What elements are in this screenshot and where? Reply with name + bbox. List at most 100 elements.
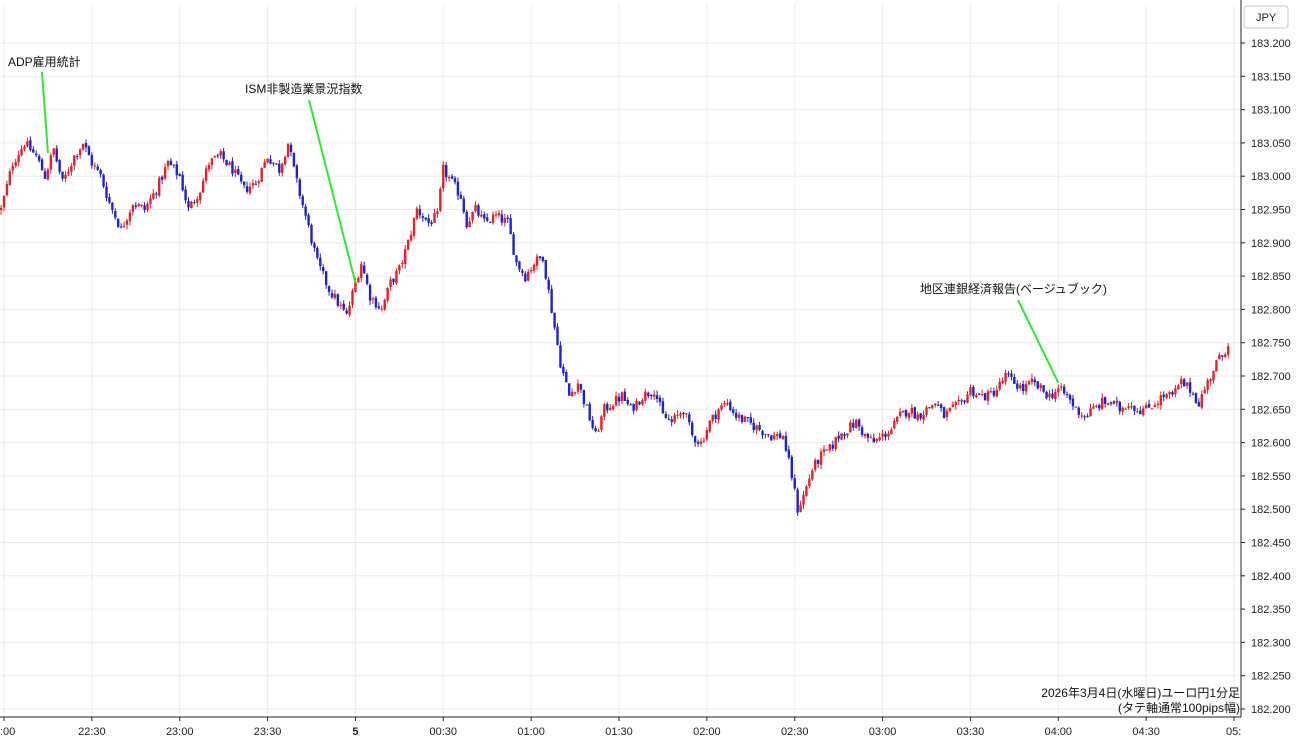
candle-down-body xyxy=(310,224,313,244)
candle-up-body xyxy=(494,214,498,216)
candle-up-body xyxy=(468,221,471,228)
annotation-label: ADP雇用統計 xyxy=(8,54,81,69)
candle-up-body xyxy=(137,204,140,207)
annotation-leader-line xyxy=(308,99,357,284)
candle-down-body xyxy=(837,435,840,439)
candle-down-body xyxy=(770,435,773,441)
x-tick-label: 02:30 xyxy=(781,726,809,738)
candle-up-body xyxy=(1180,379,1183,385)
candle-down-body xyxy=(553,312,556,328)
candle-up-body xyxy=(395,270,398,284)
candle-down-body xyxy=(942,407,946,419)
candle-up-body xyxy=(199,192,202,201)
candle-up-body xyxy=(764,433,767,435)
y-tick-label: 182.450 xyxy=(1251,538,1291,550)
candle-up-body xyxy=(781,436,785,439)
annotation-label: 地区連銀経済報告(ベージュブック) xyxy=(920,281,1107,296)
chart-caption: 2026年3月4日(水曜日)ユーロ円1分足 (タテ軸通常100pips幅) xyxy=(1041,686,1240,715)
candle-up-body xyxy=(679,413,682,416)
candle-down-body xyxy=(304,206,307,216)
candle-up-body xyxy=(673,415,676,423)
candle-up-body xyxy=(597,430,600,432)
candle-down-body xyxy=(99,169,102,175)
candle-up-body xyxy=(196,199,199,203)
candle-up-body xyxy=(819,451,823,465)
candle-up-body xyxy=(46,169,50,180)
candle-down-body xyxy=(342,303,345,310)
y-tick-label: 182.550 xyxy=(1251,471,1291,483)
candle-down-body xyxy=(1045,391,1048,399)
y-tick-label: 183.000 xyxy=(1251,171,1291,183)
candle-down-body xyxy=(647,392,650,397)
candle-down-body xyxy=(1115,401,1119,403)
candle-down-body xyxy=(488,221,492,223)
candle-down-body xyxy=(87,146,91,156)
x-tick-label: 00:30 xyxy=(430,726,458,738)
candle-up-body xyxy=(1121,407,1124,412)
candle-up-body xyxy=(931,405,934,409)
candle-down-body xyxy=(307,214,310,226)
candle-down-body xyxy=(462,198,465,212)
candle-up-body xyxy=(348,305,351,315)
candle-down-body xyxy=(778,433,782,439)
candle-up-body xyxy=(1150,408,1154,410)
candle-up-body xyxy=(389,279,392,288)
candle-up-body xyxy=(811,470,814,480)
candle-down-body xyxy=(363,265,366,274)
candle-down-body xyxy=(58,159,61,172)
candle-down-body xyxy=(960,400,963,402)
candle-down-body xyxy=(365,274,369,284)
candle-down-body xyxy=(919,413,922,419)
y-tick-label: 182.950 xyxy=(1251,205,1291,217)
candle-down-body xyxy=(1083,416,1086,418)
candle-down-body xyxy=(96,166,99,170)
candle-up-body xyxy=(676,414,679,416)
candle-down-body xyxy=(559,345,562,368)
candle-up-body xyxy=(248,186,252,194)
candle-up-body xyxy=(1156,403,1160,405)
candle-down-body xyxy=(330,293,334,298)
candle-up-body xyxy=(1024,384,1028,392)
candle-up-body xyxy=(529,269,533,272)
y-tick-label: 182.850 xyxy=(1251,271,1291,283)
candle-down-body xyxy=(345,310,348,314)
candle-down-body xyxy=(181,174,184,191)
candle-down-body xyxy=(427,218,430,223)
candle-down-body xyxy=(556,326,559,345)
candle-down-body xyxy=(565,372,568,383)
candle-up-body xyxy=(708,420,711,432)
candle-down-body xyxy=(691,422,694,436)
candle-down-body xyxy=(327,286,331,292)
candle-down-body xyxy=(541,256,545,262)
candle-up-body xyxy=(78,149,82,156)
candle-down-body xyxy=(374,297,378,308)
candle-up-body xyxy=(234,169,237,173)
candle-down-body xyxy=(790,456,793,479)
x-tick-label: 23:30 xyxy=(254,726,282,738)
candle-down-body xyxy=(184,189,187,201)
annotation-leader-line xyxy=(1017,299,1060,384)
candle-down-body xyxy=(1051,393,1054,398)
candle-down-body xyxy=(579,384,583,390)
candle-down-body xyxy=(992,390,996,396)
candle-up-body xyxy=(755,425,758,431)
y-tick-label: 182.700 xyxy=(1251,371,1291,383)
candle-down-body xyxy=(486,217,489,221)
y-tick-label: 182.250 xyxy=(1251,671,1291,683)
candle-up-body xyxy=(737,414,741,418)
candle-up-body xyxy=(1060,386,1063,388)
y-tick-label: 182.800 xyxy=(1251,304,1291,316)
candle-down-body xyxy=(298,179,301,197)
candle-down-body xyxy=(35,153,38,156)
candle-up-body xyxy=(158,177,161,196)
candle-down-body xyxy=(319,257,322,267)
candle-up-body xyxy=(251,183,255,186)
candle-down-body xyxy=(43,171,47,179)
candle-up-body xyxy=(52,148,55,155)
candle-up-body xyxy=(11,165,14,171)
candle-down-body xyxy=(108,197,111,203)
candle-up-body xyxy=(699,441,703,444)
candle-up-body xyxy=(23,146,26,150)
candle-down-body xyxy=(852,422,855,428)
candle-down-body xyxy=(714,414,717,419)
